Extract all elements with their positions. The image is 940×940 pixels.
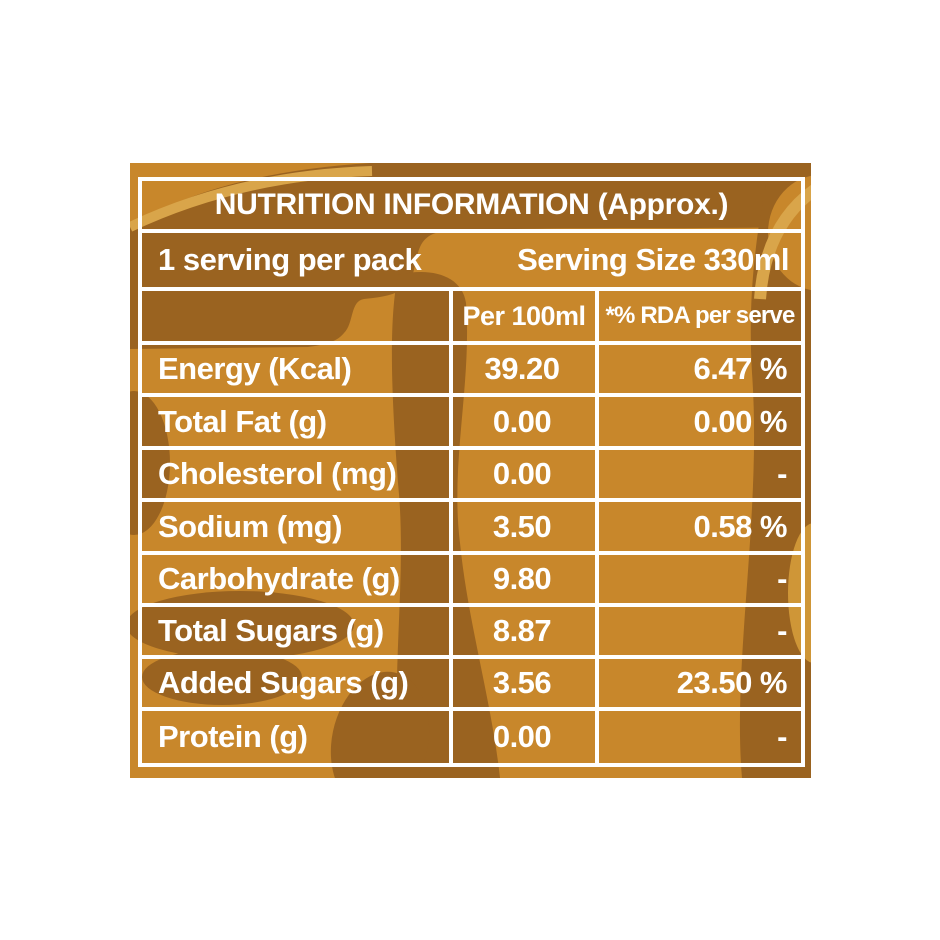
nutrient-name: Cholesterol (mg): [140, 448, 451, 500]
serving-size-text: Serving Size 330ml: [517, 242, 789, 277]
nutrient-name: Added Sugars (g): [140, 657, 451, 709]
nutrient-name: Protein (g): [140, 709, 451, 765]
per-100ml-value: 9.80: [451, 553, 597, 605]
column-header-empty: [140, 289, 451, 343]
per-100ml-value: 8.87: [451, 605, 597, 657]
rda-value: 6.47 %: [597, 343, 803, 395]
per-100ml-value: 0.00: [451, 709, 597, 765]
rda-value: -: [597, 709, 803, 765]
nutrient-name: Carbohydrate (g): [140, 553, 451, 605]
rda-value: -: [597, 605, 803, 657]
rda-value: -: [597, 448, 803, 500]
nutrient-name: Sodium (mg): [140, 500, 451, 553]
rda-value: -: [597, 553, 803, 605]
serving-row: 1 serving per pack Serving Size 330ml: [140, 231, 803, 289]
nutrition-table: NUTRITION INFORMATION (Approx.) 1 servin…: [138, 177, 805, 767]
product-label: NUTRITION INFORMATION (Approx.) 1 servin…: [130, 163, 811, 778]
rda-value: 0.00 %: [597, 395, 803, 448]
per-100ml-value: 3.50: [451, 500, 597, 553]
nutrient-name: Total Fat (g): [140, 395, 451, 448]
per-100ml-value: 39.20: [451, 343, 597, 395]
table-title: NUTRITION INFORMATION (Approx.): [140, 179, 803, 231]
rda-value: 0.58 %: [597, 500, 803, 553]
rda-value: 23.50 %: [597, 657, 803, 709]
per-100ml-value: 0.00: [451, 395, 597, 448]
column-header-rda: *% RDA per serve: [597, 289, 803, 343]
nutrient-name: Total Sugars (g): [140, 605, 451, 657]
nutrient-name: Energy (Kcal): [140, 343, 451, 395]
per-100ml-value: 0.00: [451, 448, 597, 500]
per-100ml-value: 3.56: [451, 657, 597, 709]
serving-per-pack-text: 1 serving per pack: [158, 242, 422, 277]
column-header-per-100ml: Per 100ml: [451, 289, 597, 343]
